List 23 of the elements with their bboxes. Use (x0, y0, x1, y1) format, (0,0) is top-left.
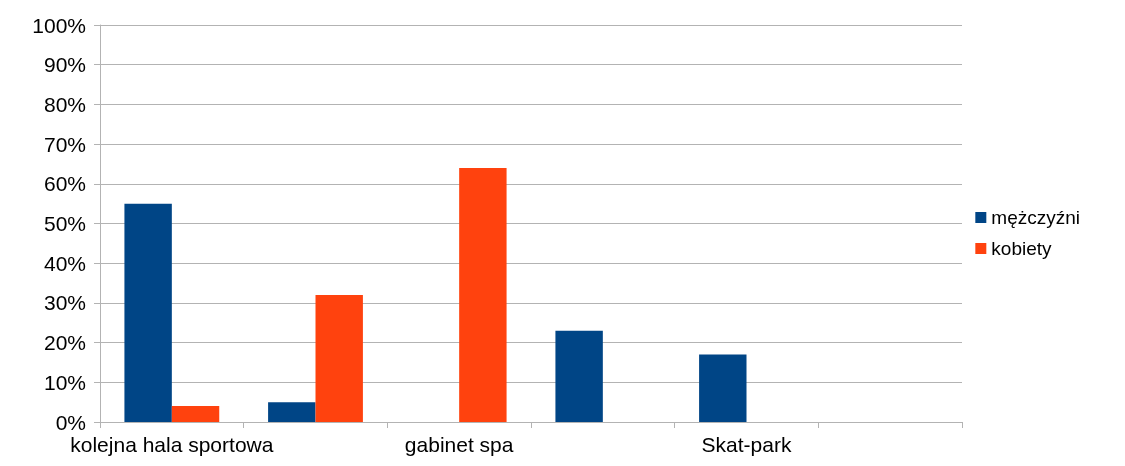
y-tick-label: 10% (43, 370, 86, 394)
bar (171, 406, 220, 422)
y-tick-label: 80% (43, 92, 86, 116)
y-tick-label: 70% (43, 132, 86, 156)
legend-label: mężczyźni (991, 207, 1081, 228)
legend-label: kobiety (991, 238, 1053, 259)
y-tick-label: 40% (43, 251, 86, 275)
bar (268, 402, 316, 422)
y-tick-label: 90% (43, 53, 86, 77)
y-tick-label: 60% (43, 172, 86, 196)
x-tick-label: kolejna hala sportowa (70, 433, 274, 456)
y-tick-label: 30% (43, 291, 86, 315)
y-tick-label: 50% (43, 212, 86, 235)
x-tick-label: Skat-park (701, 433, 792, 456)
y-tick-label: 100% (32, 13, 86, 37)
x-tick-label: gabinet spa (404, 433, 514, 456)
bar (315, 294, 363, 422)
bar (555, 330, 603, 422)
bar (699, 354, 747, 422)
y-tick-label: 20% (43, 331, 86, 355)
y-tick-label: 0% (55, 410, 86, 434)
bar (459, 167, 507, 422)
bar (124, 203, 172, 422)
